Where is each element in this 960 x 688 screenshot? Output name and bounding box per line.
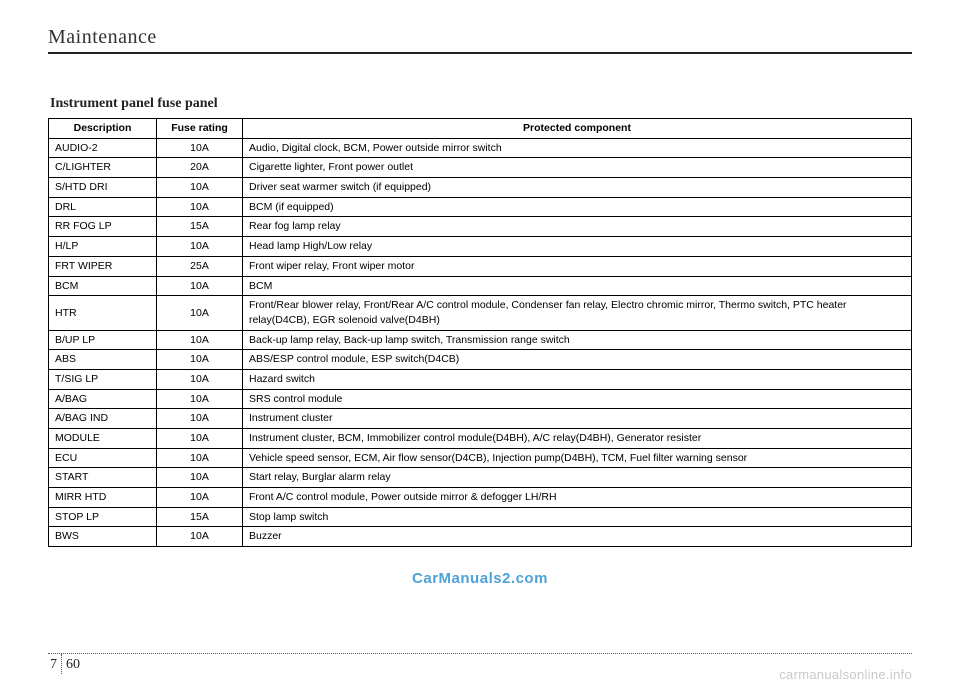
- cell-description: ABS: [49, 350, 157, 370]
- fuse-table: Description Fuse rating Protected compon…: [48, 118, 912, 547]
- table-row: B/UP LP10ABack-up lamp relay, Back-up la…: [49, 330, 912, 350]
- table-row: ABS10AABS/ESP control module, ESP switch…: [49, 350, 912, 370]
- cell-description: FRT WIPER: [49, 256, 157, 276]
- table-header-row: Description Fuse rating Protected compon…: [49, 119, 912, 139]
- col-header-fuse-rating: Fuse rating: [157, 119, 243, 139]
- table-row: A/BAG IND10AInstrument cluster: [49, 409, 912, 429]
- cell-description: AUDIO-2: [49, 138, 157, 158]
- cell-fuse-rating: 10A: [157, 448, 243, 468]
- cell-fuse-rating: 20A: [157, 158, 243, 178]
- cell-protected-component: Back-up lamp relay, Back-up lamp switch,…: [243, 330, 912, 350]
- cell-fuse-rating: 10A: [157, 488, 243, 508]
- cell-fuse-rating: 10A: [157, 138, 243, 158]
- table-row: AUDIO-210AAudio, Digital clock, BCM, Pow…: [49, 138, 912, 158]
- table-row: FRT WIPER25AFront wiper relay, Front wip…: [49, 256, 912, 276]
- cell-fuse-rating: 10A: [157, 409, 243, 429]
- cell-description: START: [49, 468, 157, 488]
- cell-protected-component: Buzzer: [243, 527, 912, 547]
- cell-fuse-rating: 10A: [157, 237, 243, 257]
- cell-fuse-rating: 15A: [157, 507, 243, 527]
- cell-protected-component: Hazard switch: [243, 369, 912, 389]
- cell-protected-component: BCM: [243, 276, 912, 296]
- cell-fuse-rating: 10A: [157, 296, 243, 330]
- cell-fuse-rating: 10A: [157, 350, 243, 370]
- cell-description: STOP LP: [49, 507, 157, 527]
- col-header-description: Description: [49, 119, 157, 139]
- cell-description: HTR: [49, 296, 157, 330]
- cell-description: ECU: [49, 448, 157, 468]
- table-row: C/LIGHTER20ACigarette lighter, Front pow…: [49, 158, 912, 178]
- section-number: 7: [48, 654, 62, 674]
- cell-protected-component: Instrument cluster: [243, 409, 912, 429]
- cell-protected-component: Driver seat warmer switch (if equipped): [243, 178, 912, 198]
- cell-description: MIRR HTD: [49, 488, 157, 508]
- cell-protected-component: Front A/C control module, Power outside …: [243, 488, 912, 508]
- table-row: RR FOG LP15ARear fog lamp relay: [49, 217, 912, 237]
- cell-protected-component: Instrument cluster, BCM, Immobilizer con…: [243, 429, 912, 449]
- page-number-box: 7 60: [48, 654, 82, 674]
- table-row: MODULE10AInstrument cluster, BCM, Immobi…: [49, 429, 912, 449]
- cell-fuse-rating: 10A: [157, 276, 243, 296]
- footer-dotted-rule-container: [48, 653, 912, 654]
- cell-description: BWS: [49, 527, 157, 547]
- table-row: START10AStart relay, Burglar alarm relay: [49, 468, 912, 488]
- cell-fuse-rating: 10A: [157, 330, 243, 350]
- cell-fuse-rating: 10A: [157, 369, 243, 389]
- cell-description: A/BAG: [49, 389, 157, 409]
- watermark-carmanuals2: CarManuals2.com: [0, 570, 960, 587]
- cell-protected-component: Front/Rear blower relay, Front/Rear A/C …: [243, 296, 912, 330]
- cell-description: B/UP LP: [49, 330, 157, 350]
- cell-fuse-rating: 15A: [157, 217, 243, 237]
- table-row: MIRR HTD10AFront A/C control module, Pow…: [49, 488, 912, 508]
- cell-protected-component: Stop lamp switch: [243, 507, 912, 527]
- cell-description: BCM: [49, 276, 157, 296]
- table-row: BWS10ABuzzer: [49, 527, 912, 547]
- cell-description: C/LIGHTER: [49, 158, 157, 178]
- cell-protected-component: Rear fog lamp relay: [243, 217, 912, 237]
- cell-fuse-rating: 10A: [157, 527, 243, 547]
- cell-protected-component: BCM (if equipped): [243, 197, 912, 217]
- cell-description: H/LP: [49, 237, 157, 257]
- watermark-carmanualsonline: carmanualsonline.info: [779, 667, 912, 682]
- table-row: HTR10AFront/Rear blower relay, Front/Rea…: [49, 296, 912, 330]
- table-row: T/SIG LP10AHazard switch: [49, 369, 912, 389]
- table-row: ECU10AVehicle speed sensor, ECM, Air flo…: [49, 448, 912, 468]
- cell-fuse-rating: 25A: [157, 256, 243, 276]
- col-header-protected-component: Protected component: [243, 119, 912, 139]
- cell-protected-component: Vehicle speed sensor, ECM, Air flow sens…: [243, 448, 912, 468]
- page-number: 60: [62, 654, 82, 674]
- footer-dotted-rule: [48, 653, 912, 654]
- cell-description: MODULE: [49, 429, 157, 449]
- table-row: DRL10ABCM (if equipped): [49, 197, 912, 217]
- cell-fuse-rating: 10A: [157, 197, 243, 217]
- cell-protected-component: Start relay, Burglar alarm relay: [243, 468, 912, 488]
- table-row: BCM10ABCM: [49, 276, 912, 296]
- table-row: S/HTD DRI10ADriver seat warmer switch (i…: [49, 178, 912, 198]
- header-rule: [48, 52, 912, 54]
- cell-protected-component: Head lamp High/Low relay: [243, 237, 912, 257]
- cell-fuse-rating: 10A: [157, 429, 243, 449]
- page-header-title: Maintenance: [48, 26, 912, 52]
- cell-fuse-rating: 10A: [157, 178, 243, 198]
- table-row: STOP LP15AStop lamp switch: [49, 507, 912, 527]
- cell-protected-component: Cigarette lighter, Front power outlet: [243, 158, 912, 178]
- cell-protected-component: Front wiper relay, Front wiper motor: [243, 256, 912, 276]
- cell-description: S/HTD DRI: [49, 178, 157, 198]
- cell-description: RR FOG LP: [49, 217, 157, 237]
- cell-description: DRL: [49, 197, 157, 217]
- cell-protected-component: Audio, Digital clock, BCM, Power outside…: [243, 138, 912, 158]
- cell-description: A/BAG IND: [49, 409, 157, 429]
- table-subtitle: Instrument panel fuse panel: [50, 96, 912, 112]
- table-row: A/BAG10ASRS control module: [49, 389, 912, 409]
- cell-protected-component: SRS control module: [243, 389, 912, 409]
- cell-fuse-rating: 10A: [157, 468, 243, 488]
- cell-fuse-rating: 10A: [157, 389, 243, 409]
- cell-description: T/SIG LP: [49, 369, 157, 389]
- cell-protected-component: ABS/ESP control module, ESP switch(D4CB): [243, 350, 912, 370]
- table-row: H/LP10AHead lamp High/Low relay: [49, 237, 912, 257]
